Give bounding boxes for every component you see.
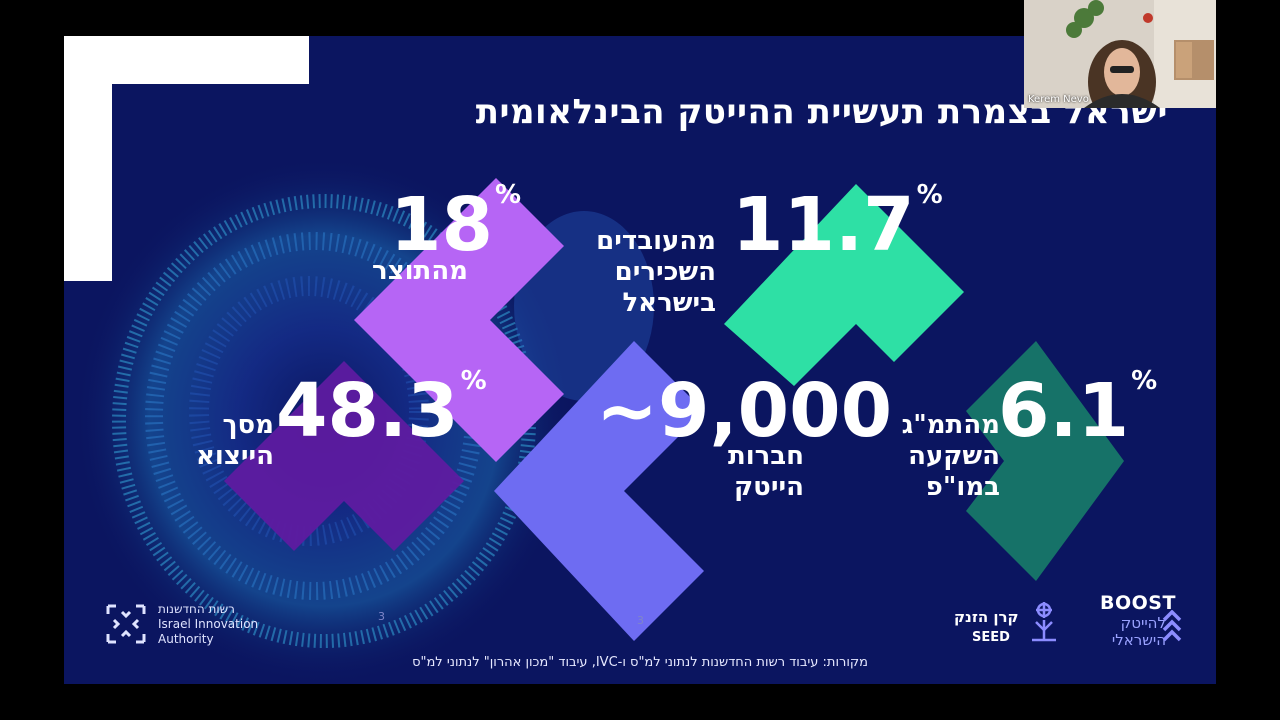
chevron-9000 [494,341,704,641]
chevron-6-1 [966,341,1124,581]
source-footnote: מקורות: עיבוד רשות החדשנות לנתוני למ"ס ו… [412,655,868,670]
presentation-slide: ישראל בצמרת תעשיית ההייטק הבינלאומית 18%… [64,36,1216,684]
stat-value-11-7: 11.7% [732,180,943,268]
innovation-authority-icon [106,604,146,644]
stat-label-11-7: מהעובדים השכירים בישראל [596,226,716,318]
stat-value-48-3: 48.3% [276,366,487,454]
seed-logo-english: SEED [972,630,1010,645]
seed-logo-hebrew: קרן הזנק [954,608,1019,626]
white-frame-left [64,36,112,281]
stat-label-48-3: מסך הייצוא [196,410,274,471]
chevron-11-7 [724,184,964,386]
stat-label-18: מהתוצר [372,256,468,286]
webcam-video-feed [1024,0,1216,108]
stat-value-6-1: 6.1% [998,366,1158,454]
webcam-thumbnail[interactable]: Kerem Nevo [1024,0,1216,108]
seed-plant-icon [1032,602,1056,642]
stat-value-18: 18% [390,180,522,268]
page-number-faint: 3 [378,610,385,623]
stat-value-9000: ~9,000 [596,368,893,454]
chevron-48-3 [224,361,464,551]
boost-logo-english: BOOST [1100,592,1176,614]
slide-graphics [74,156,1124,684]
boost-logo-hebrew: להייטק הישראלי [1111,614,1166,649]
innovation-authority-logo: רשות החדשנות Israel Innovation Authority [158,602,259,646]
participant-name: Kerem Nevo [1028,94,1089,105]
stat-label-6-1: מהתמ"ג השקעה במו"פ [901,410,1000,502]
page-number: 3 [637,614,644,627]
stat-label-9000: חברות הייטק [727,441,804,502]
boost-chevrons-icon [1162,610,1182,642]
chevron-18 [354,178,564,462]
